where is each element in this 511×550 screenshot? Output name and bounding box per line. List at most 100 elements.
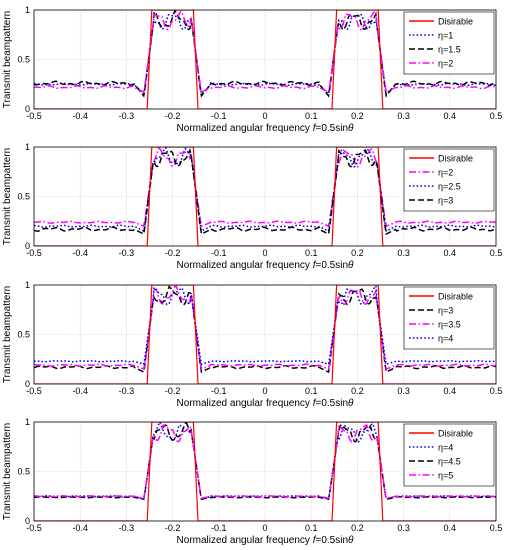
legend-label: η=4.5 [438, 457, 461, 467]
x-tick-label: 0.4 [444, 386, 457, 396]
plot-panel-3: -0.5 -0.4 -0.3 -0.2 -0.1 0 0.1 0.2 0.3 0.4 0.5 0 0.5… [2, 280, 502, 409]
x-tick-label: 0.5 [490, 111, 503, 121]
x-tick-label: -0.5 [26, 111, 42, 121]
x-tick-label: 0.2 [351, 111, 364, 121]
y-tick-label: 0 [25, 241, 30, 251]
legend-label: η=2.5 [438, 182, 461, 192]
x-tick-label: 0.4 [444, 111, 457, 121]
x-tick-label: -0.4 [72, 248, 88, 258]
x-tick-label: 0 [262, 386, 267, 396]
x-tick-label: 0.2 [351, 386, 364, 396]
legend-label: η=2 [438, 168, 453, 178]
x-tick-label: 0.3 [397, 111, 410, 121]
series-line-2 [34, 422, 496, 501]
x-tick-label: -0.1 [211, 386, 227, 396]
y-tick-label: 1 [25, 5, 30, 15]
legend-label: η=1 [438, 31, 453, 41]
legend-label: η=1.5 [438, 45, 461, 55]
x-tick-label: 0.1 [305, 386, 318, 396]
plot-panel-4: -0.5 -0.4 -0.3 -0.2 -0.1 0 0.1 0.2 0.3 0.4 0.5 0 0.5… [2, 417, 502, 546]
series-line-3 [34, 10, 496, 94]
desired-line [34, 10, 496, 109]
x-axis-label: Normalized angular frequency f=0.5sinθ [177, 260, 355, 271]
x-tick-label: 0.5 [490, 248, 503, 258]
curves [34, 285, 496, 384]
x-tick-label: -0.1 [211, 248, 227, 258]
y-axis-label: Transmit beampattern [2, 286, 13, 383]
legend-box [403, 286, 495, 350]
x-tick-label: 0 [262, 248, 267, 258]
x-tick-label: 0.1 [305, 111, 318, 121]
legend-label: Disirable [438, 292, 473, 302]
y-axis-label: Transmit beampattern [2, 148, 13, 245]
x-tick-label: 0.4 [444, 248, 457, 258]
y-tick-label: 0 [25, 104, 30, 114]
x-axis-label: Normalized angular frequency f=0.5sinθ [177, 535, 355, 546]
x-tick-label: 0.2 [351, 248, 364, 258]
series-line-2 [34, 147, 496, 233]
x-axis-label: Normalized angular frequency f=0.5sinθ [177, 398, 355, 409]
x-tick-label: -0.2 [165, 386, 181, 396]
y-tick-label: 0.5 [17, 330, 30, 340]
legend-label: η=3 [438, 306, 453, 316]
x-tick-label: -0.4 [72, 111, 88, 121]
x-tick-label: -0.2 [165, 523, 181, 533]
y-axis-label: Transmit beampattern [2, 423, 13, 520]
series-line-1 [34, 147, 496, 228]
y-tick-label: 0 [25, 379, 30, 389]
axes-frame [33, 284, 497, 385]
y-tick-label: 0 [25, 516, 30, 526]
series-line-2 [34, 285, 496, 371]
x-tick-label: -0.3 [119, 111, 135, 121]
x-tick-label: 0 [262, 523, 267, 533]
x-tick-label: 0.5 [490, 523, 503, 533]
curves [34, 422, 496, 521]
y-tick-label: 1 [25, 142, 30, 152]
x-tick-label: 0.1 [305, 523, 318, 533]
plot-panel-1: -0.5 -0.4 -0.3 -0.2 -0.1 0 0.1 0.2 0.3 0.4 0.5 0 0.5… [2, 5, 502, 134]
x-tick-label: -0.5 [26, 248, 42, 258]
y-tick-label: 1 [25, 280, 30, 290]
y-axis-label: Transmit beampattern [2, 11, 13, 108]
legend-label: η=5 [438, 471, 453, 481]
series-line-1 [34, 285, 496, 374]
series-line-3 [34, 285, 496, 366]
legend: Disirable η=2 η=2.5 η=3 [403, 148, 495, 212]
x-tick-label: 0.2 [351, 523, 364, 533]
x-tick-label: 0.3 [397, 523, 410, 533]
legend-label: η=2 [438, 59, 453, 69]
y-tick-label: 1 [25, 417, 30, 427]
x-tick-label: -0.5 [26, 386, 42, 396]
legend-label: η=4 [438, 334, 453, 344]
axes-frame [33, 146, 497, 247]
legend: Disirable η=3 η=3.5 η=4 [403, 286, 495, 350]
x-tick-label: 0.3 [397, 386, 410, 396]
curves [34, 10, 496, 109]
series-line-3 [34, 147, 496, 236]
x-tick-label: -0.1 [211, 111, 227, 121]
series-line-2 [34, 10, 496, 98]
x-tick-label: 0 [262, 111, 267, 121]
legend: Disirable η=4 η=4.5 η=5 [403, 423, 495, 487]
x-axis-label: Normalized angular frequency f=0.5sinθ [177, 123, 355, 134]
desired-line [34, 285, 496, 384]
legend-label: η=3.5 [438, 320, 461, 330]
legend-label: η=4 [438, 443, 453, 453]
x-tick-label: -0.3 [119, 248, 135, 258]
plot-panel-2: -0.5 -0.4 -0.3 -0.2 -0.1 0 0.1 0.2 0.3 0.4 0.5 0 0.5… [2, 142, 502, 271]
y-tick-label: 0.5 [17, 192, 30, 202]
desired-line [34, 147, 496, 246]
x-tick-label: -0.3 [119, 523, 135, 533]
legend-label: η=3 [438, 196, 453, 206]
series-line-3 [34, 422, 496, 500]
legend-label: Disirable [438, 154, 473, 164]
x-tick-label: -0.2 [165, 248, 181, 258]
x-tick-label: -0.3 [119, 386, 135, 396]
curves [34, 147, 496, 246]
axes-frame [33, 9, 497, 110]
desired-line [34, 422, 496, 521]
y-tick-label: 0.5 [17, 55, 30, 65]
legend-label: Disirable [438, 17, 473, 27]
x-tick-label: -0.4 [72, 386, 88, 396]
